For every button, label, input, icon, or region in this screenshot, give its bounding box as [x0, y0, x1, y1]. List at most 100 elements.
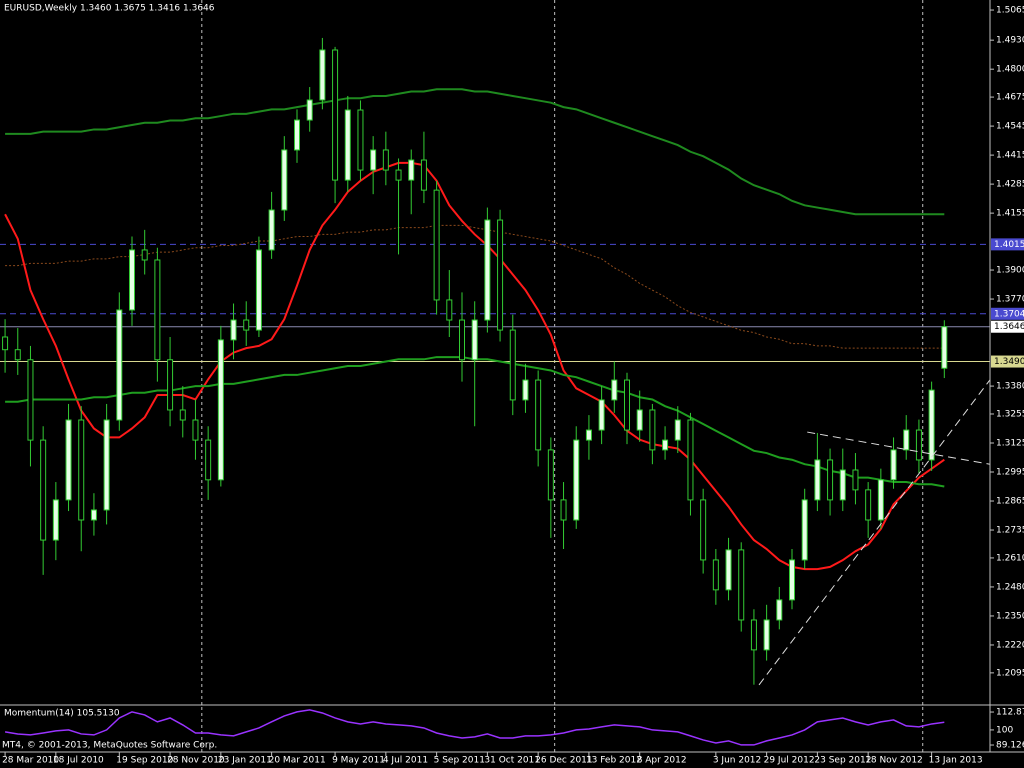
price-window	[0, 0, 990, 705]
momentum-line	[4, 709, 945, 746]
candle-body	[522, 379, 529, 401]
candle-body	[243, 319, 250, 331]
price-label-box	[991, 307, 1024, 320]
moving-average	[4, 161, 945, 571]
trendline	[758, 379, 990, 686]
candle-body	[129, 249, 135, 311]
x-tick-label: 3 Jun 2012	[713, 756, 761, 766]
y-tick-label: 1.4155	[996, 209, 1024, 219]
candle-body	[611, 379, 618, 401]
y-tick-label: 1.2995	[996, 468, 1024, 478]
momentum-tick-label: 89.1264	[996, 741, 1024, 751]
x-tick-label: 19 Sep 2010	[116, 756, 173, 766]
candle-body	[915, 429, 922, 461]
candle-body	[560, 499, 567, 521]
y-tick-label: 1.4930	[996, 36, 1024, 46]
x-tick-label: 29 Jul 2012	[764, 756, 815, 766]
candle-body	[408, 159, 415, 181]
candle-body	[877, 479, 884, 521]
candle-body	[814, 459, 821, 501]
candle-body	[865, 489, 872, 521]
candle-body	[141, 249, 148, 261]
candle-body	[52, 499, 59, 541]
candle-body	[750, 619, 757, 651]
candle-body	[547, 449, 554, 501]
candle-body	[839, 469, 846, 501]
candle-body	[154, 259, 161, 361]
candle-body	[179, 409, 186, 421]
x-tick-label: 18 Jul 2010	[53, 756, 104, 766]
x-tick-label: 20 Mar 2011	[269, 756, 326, 766]
price-label: 1.4015	[994, 240, 1024, 250]
candle-body	[306, 99, 313, 121]
candle-body	[928, 389, 935, 461]
y-tick-label: 1.2480	[996, 582, 1024, 592]
footer: MT4, © 2001-2013, MetaQuotes Software Co…	[2, 741, 217, 751]
candle-body	[598, 399, 605, 431]
candle-body	[395, 169, 402, 181]
price-label: 1.3490	[994, 357, 1024, 367]
candle-body	[167, 359, 174, 411]
candle-body	[332, 49, 339, 181]
y-tick-label: 1.2095	[996, 668, 1024, 678]
x-tick-label: 31 Oct 2011	[484, 756, 540, 766]
x-tick-label: 28 Nov 2010	[167, 756, 225, 766]
price-label-box	[991, 355, 1024, 368]
y-tick-label: 1.4285	[996, 180, 1024, 190]
trendline	[807, 431, 990, 465]
candle-body	[14, 349, 21, 361]
candle-body	[624, 379, 630, 431]
candle-body	[65, 419, 72, 501]
price-label-box	[991, 320, 1024, 333]
candle-body	[27, 359, 34, 441]
y-tick-label: 1.4415	[996, 151, 1024, 161]
candle-body	[446, 299, 453, 321]
candle-body	[725, 549, 732, 591]
candle-body	[776, 599, 783, 621]
candle-body	[78, 419, 85, 521]
x-tick-label: 13 Jan 2013	[929, 756, 983, 766]
x-tick-label: 13 Feb 2012	[586, 756, 642, 766]
x-tick-label: 23 Jan 2011	[218, 756, 272, 766]
candle-body	[40, 439, 47, 541]
y-tick-label: 1.4675	[996, 93, 1024, 103]
candle-body	[90, 509, 97, 521]
candle-body	[370, 149, 377, 171]
candle-body	[573, 439, 580, 521]
y-tick-label: 1.3380	[996, 382, 1024, 392]
momentum-title: Momentum(14) 105.5130	[4, 709, 120, 719]
candle-body	[535, 379, 542, 451]
candle-body	[230, 319, 237, 341]
candle-body	[319, 49, 326, 101]
x-tick-label: 26 Dec 2011	[535, 756, 593, 766]
candle-body	[738, 549, 745, 621]
candle-body	[674, 419, 681, 441]
price-label: 1.3646	[994, 322, 1024, 332]
candle-body	[509, 329, 516, 401]
candle-body	[255, 249, 262, 331]
candle-body	[294, 119, 300, 151]
candle-body	[636, 409, 643, 431]
candle-body	[712, 559, 719, 591]
x-tick-label: 18 Nov 2012	[865, 756, 923, 766]
x-tick-label: 9 May 2011	[332, 756, 385, 766]
candle-body	[852, 469, 859, 491]
y-tick-label: 1.4800	[996, 65, 1024, 75]
candle-body	[687, 419, 694, 501]
candle-body	[459, 319, 465, 361]
moving-average	[5, 224, 945, 349]
price-label-box	[991, 238, 1024, 251]
y-tick-label: 1.3770	[996, 295, 1024, 305]
candle-body	[827, 459, 834, 501]
momentum-tick-label: 100	[996, 725, 1013, 735]
x-tick-label: 4 Jul 2011	[383, 756, 428, 766]
y-tick-label: 1.3125	[996, 438, 1024, 448]
y-tick-label: 1.2865	[996, 497, 1024, 507]
candle-body	[649, 409, 656, 451]
y-tick-label: 1.2610	[996, 553, 1024, 563]
x-tick-label: 23 Sep 2012	[814, 756, 871, 766]
y-tick-label: 1.3255	[996, 409, 1024, 419]
chart-title: EURUSD,Weekly 1.3460 1.3675 1.3416 1.364…	[4, 4, 215, 14]
